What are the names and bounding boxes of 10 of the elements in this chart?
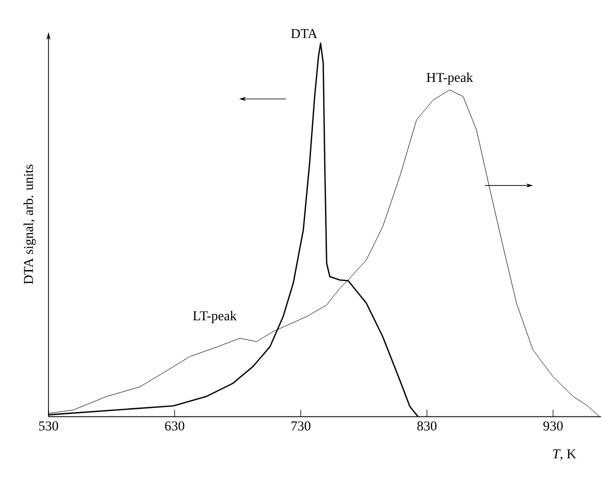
- annotation: HT-peak: [426, 72, 474, 85]
- x-tick-label: 930: [543, 421, 563, 431]
- x-tick-label: 730: [292, 421, 310, 431]
- x-axis-title: T, K: [553, 449, 576, 460]
- y-axis-title: DTA signal, arb. units: [24, 164, 36, 284]
- x-tick-label: 830: [417, 421, 437, 431]
- x-tick-label: 530: [39, 421, 58, 431]
- x-tick-label: 630: [165, 421, 184, 431]
- annotation: LT-peak: [193, 310, 237, 324]
- series-label: DTA: [291, 29, 318, 38]
